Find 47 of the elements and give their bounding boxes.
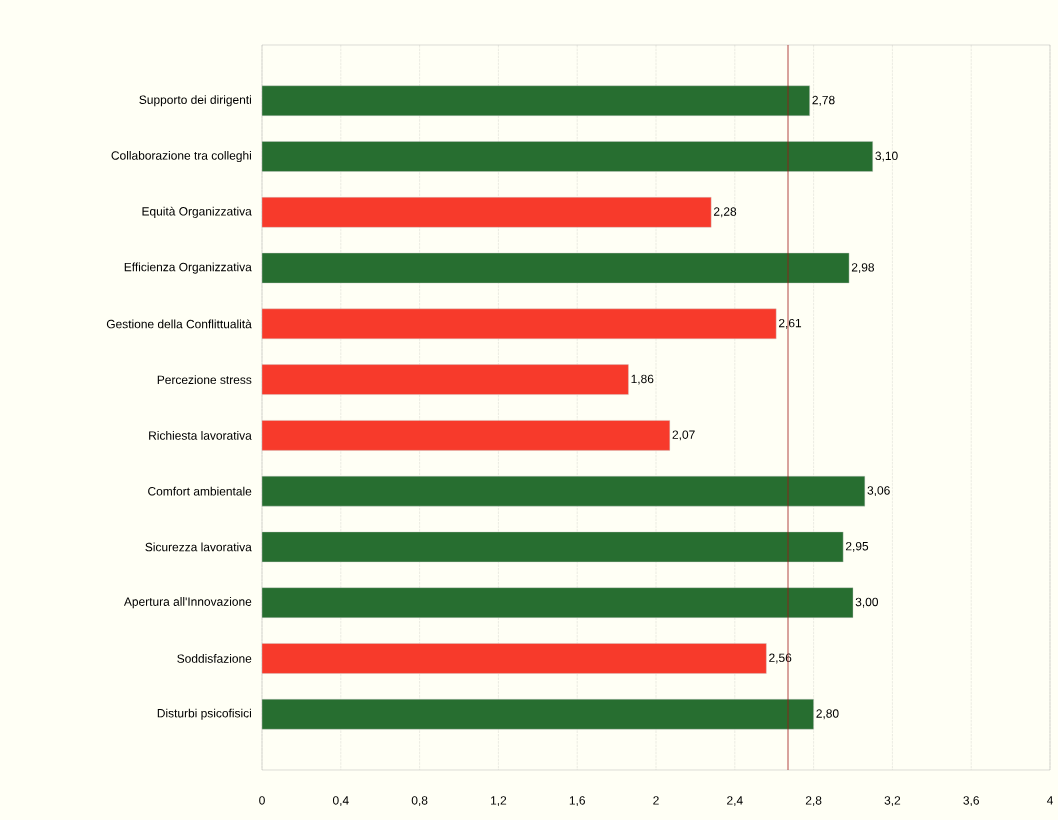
y-tick-label: Collaborazione tra colleghi: [111, 150, 251, 163]
data-label: 3,06: [867, 486, 890, 497]
y-tick-label: Equità Organizzativa: [142, 206, 252, 218]
bar: [261, 364, 629, 395]
y-tick-label: Disturbi psicofisici: [157, 708, 251, 720]
bar: [261, 587, 854, 618]
data-label: 3,10: [875, 151, 898, 162]
bar: [261, 699, 814, 730]
x-tick-label: 0,8: [411, 796, 428, 807]
x-tick-label: 0,4: [332, 796, 349, 807]
bar: [261, 531, 844, 563]
bar: [261, 141, 873, 172]
data-label: 2,80: [816, 709, 839, 720]
x-tick-label: 4: [1046, 796, 1053, 805]
data-label: 2,61: [778, 318, 802, 329]
data-label: 2,98: [851, 263, 875, 274]
bar: [261, 308, 777, 340]
bar: [261, 85, 810, 116]
x-tick-label: 2,8: [805, 796, 822, 807]
bar: [261, 643, 767, 674]
bar: [261, 197, 712, 228]
x-tick-label: 3,2: [884, 796, 901, 807]
data-label: 2,28: [713, 207, 737, 218]
y-tick-label: Percezione stress: [157, 375, 252, 384]
bar: [261, 252, 850, 284]
x-tick-label: 2,4: [727, 796, 743, 807]
bar: [261, 420, 670, 451]
y-tick-label: Sicurezza lavorativa: [145, 542, 252, 552]
y-tick-label: Richiesta lavorativa: [149, 430, 252, 440]
data-label: 2,78: [812, 95, 835, 106]
y-tick-label: Supporto dei dirigenti: [139, 95, 251, 107]
y-tick-label: Comfort ambientale: [148, 486, 252, 496]
data-label: 3,00: [855, 597, 879, 608]
x-tick-label: 0: [259, 796, 265, 805]
data-label: 2,07: [672, 430, 695, 441]
data-label: 1,86: [631, 374, 654, 385]
x-tick-label: 2: [653, 796, 659, 805]
x-tick-label: 3,6: [963, 796, 979, 807]
data-label: 2,95: [845, 541, 869, 552]
bar: [261, 475, 866, 507]
x-tick-label: 1,2: [491, 796, 507, 807]
data-label: 2,56: [769, 653, 792, 664]
y-tick-label: Efficienza Organizzativa: [124, 262, 252, 274]
y-tick-label: Soddisfazione: [177, 654, 252, 663]
y-tick-label: Apertura all'Innovazione: [123, 597, 252, 609]
y-tick-label: Gestione della Conflittualità: [106, 319, 252, 329]
x-tick-label: 1,6: [569, 796, 585, 807]
